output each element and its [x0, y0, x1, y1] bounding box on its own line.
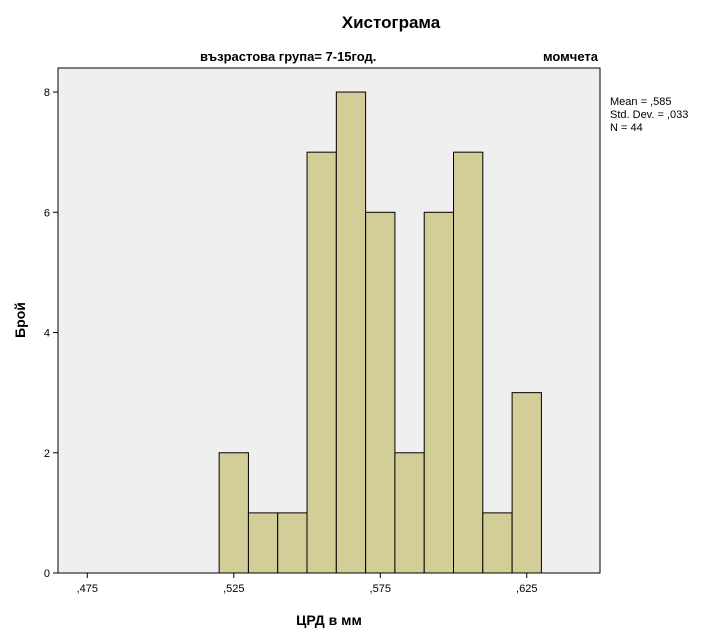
panel-label: възрастова група= 7-15год. — [200, 49, 376, 64]
x-tick-label: ,575 — [370, 583, 391, 595]
histogram-bar — [394, 452, 425, 574]
stats-n: N = 44 — [610, 122, 643, 134]
x-axis: ,475 ,525 ,575 ,625 — [77, 573, 537, 595]
stats-std-dev: Std. Dev. = ,033 — [610, 109, 688, 121]
y-tick-label: 6 — [44, 207, 50, 219]
chart-title: Хистограма — [342, 13, 441, 32]
histogram-bar — [218, 452, 249, 574]
y-tick-label: 0 — [44, 568, 50, 580]
x-tick-label: ,475 — [77, 583, 98, 595]
histogram-bar — [335, 91, 367, 574]
stats-mean: Mean = ,585 — [610, 96, 671, 108]
histogram-bar — [453, 151, 484, 574]
histogram-bar — [511, 392, 542, 574]
histogram-bar — [306, 151, 337, 574]
y-tick-label: 8 — [44, 87, 50, 99]
x-axis-label: ЦРД в мм — [296, 612, 362, 628]
y-axis-label: Брой — [12, 302, 28, 338]
histogram-bar — [423, 211, 455, 574]
x-tick-label: ,525 — [223, 583, 244, 595]
y-axis: 0 2 4 6 8 — [44, 87, 58, 580]
y-tick-label: 2 — [44, 448, 50, 460]
histogram-bar — [365, 211, 396, 574]
histogram-bar — [247, 512, 279, 574]
y-tick-label: 4 — [44, 328, 50, 340]
group-label: момчета — [543, 49, 599, 64]
histogram-bar — [277, 512, 308, 574]
x-tick-label: ,625 — [516, 583, 537, 595]
histogram-bar — [482, 512, 513, 574]
histogram-bars — [218, 91, 542, 574]
